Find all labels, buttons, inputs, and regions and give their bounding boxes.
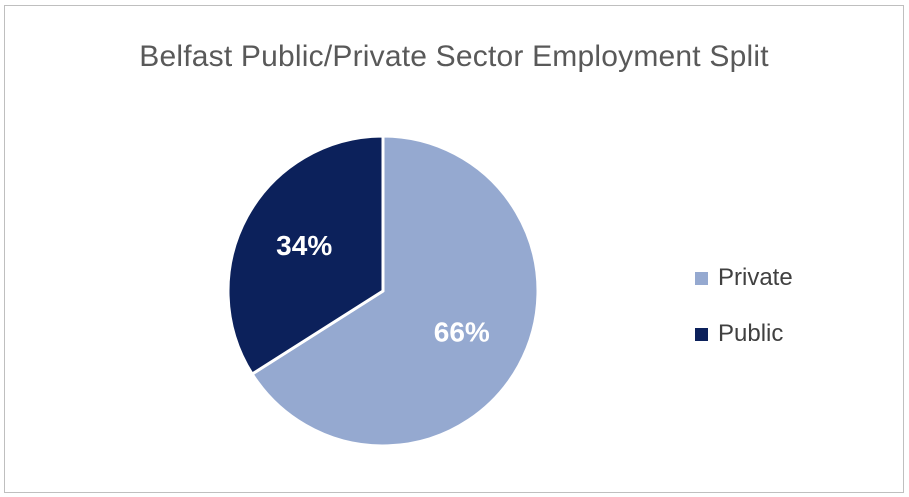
pie-slice-public (226, 134, 385, 376)
legend-item-private: Private (695, 250, 793, 306)
pie-chart: 66% 34% (226, 134, 540, 448)
chart-area: Belfast Public/Private Sector Employment… (4, 5, 904, 493)
legend-label-public: Public (718, 320, 784, 347)
legend-item-public: Public (695, 306, 793, 362)
legend-label-private: Private (718, 264, 793, 291)
legend-swatch-public (695, 327, 708, 341)
data-label-public: 34% (276, 230, 332, 261)
chart-title: Belfast Public/Private Sector Employment… (139, 40, 769, 73)
pie-slice-private (250, 134, 540, 448)
legend-swatch-private (695, 271, 708, 285)
data-label-private: 66% (434, 317, 490, 348)
legend: Private Public (695, 250, 793, 362)
